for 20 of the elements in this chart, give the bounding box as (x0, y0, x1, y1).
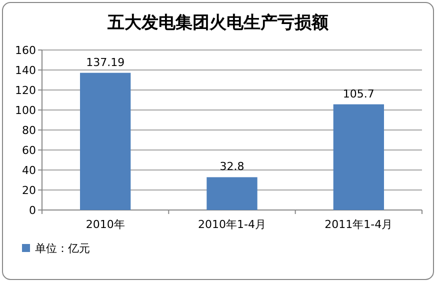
data-label: 137.19 (86, 56, 125, 69)
x-tick-label: 2010年1-4月 (198, 218, 266, 231)
legend-label: 单位：亿元 (35, 242, 90, 255)
x-tick-label: 2011年1-4月 (324, 218, 393, 231)
bar (333, 104, 384, 210)
y-tick-label: 40 (22, 164, 36, 177)
data-label: 32.8 (220, 160, 244, 174)
chart-title: 五大发电集团火电生产亏损额 (106, 13, 330, 33)
y-tick-label: 140 (15, 64, 36, 77)
y-tick-label: 120 (15, 84, 36, 97)
y-tick-label: 100 (15, 104, 36, 117)
y-tick-label: 0 (29, 204, 36, 217)
data-label: 105.7 (342, 87, 374, 100)
y-tick-label: 160 (15, 44, 36, 57)
x-tick-label: 2010年 (86, 218, 125, 231)
y-tick-label: 60 (22, 144, 36, 157)
bar (80, 72, 131, 210)
y-tick-label: 80 (22, 124, 36, 137)
y-tick-label: 20 (22, 184, 36, 197)
bar (206, 177, 258, 210)
